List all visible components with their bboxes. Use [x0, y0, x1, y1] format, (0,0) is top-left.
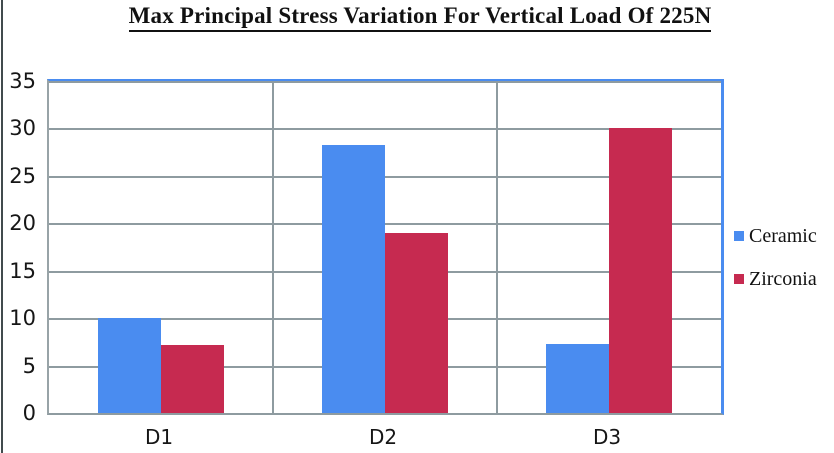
legend: Ceramic Zirconia [734, 224, 834, 310]
bar-zirconia-d2 [385, 232, 448, 413]
chart-title: Max Principal Stress Variation For Verti… [40, 3, 800, 32]
legend-label-ceramic: Ceramic [749, 224, 817, 247]
y-tick-label-0: 0 [22, 401, 36, 425]
legend-swatch-zirconia [734, 274, 744, 284]
y-tick-label-15: 15 [9, 258, 36, 283]
x-axis: D1 D2 D3 [47, 425, 724, 451]
plot-area [47, 79, 724, 415]
legend-swatch-ceramic [734, 231, 744, 241]
page-left-border-line [1, 0, 3, 453]
legend-item-ceramic: Ceramic [734, 224, 834, 248]
y-tick-label-25: 25 [9, 163, 36, 188]
y-tick-label-5: 5 [22, 353, 36, 378]
y-tick-label-35: 35 [9, 69, 36, 93]
bar-zirconia-d3 [609, 128, 672, 413]
x-tick-label-d2: D2 [368, 425, 398, 449]
y-tick-label-10: 10 [9, 306, 36, 331]
gridline-x-1 [272, 81, 274, 413]
x-tick-label-d1: D1 [144, 425, 174, 449]
x-tick-label-d3: D3 [592, 425, 622, 449]
gridline-x-2 [496, 81, 498, 413]
y-tick-label-30: 30 [9, 116, 36, 141]
bar-ceramic-d1 [98, 318, 161, 413]
bar-ceramic-d2 [322, 144, 385, 413]
y-tick-label-20: 20 [9, 211, 36, 236]
gridline-y-35 [49, 81, 721, 83]
chart-title-text: Max Principal Stress Variation For Verti… [128, 3, 712, 32]
gridline-y-20 [49, 223, 721, 226]
gridline-y-30 [49, 128, 721, 131]
bar-ceramic-d3 [546, 343, 609, 413]
gridline-y-25 [49, 175, 721, 178]
bar-zirconia-d1 [161, 344, 224, 413]
y-axis: 0 5 10 15 20 25 30 35 [0, 70, 40, 424]
legend-label-zirconia: Zirconia [749, 267, 817, 290]
legend-item-zirconia: Zirconia [734, 267, 834, 291]
